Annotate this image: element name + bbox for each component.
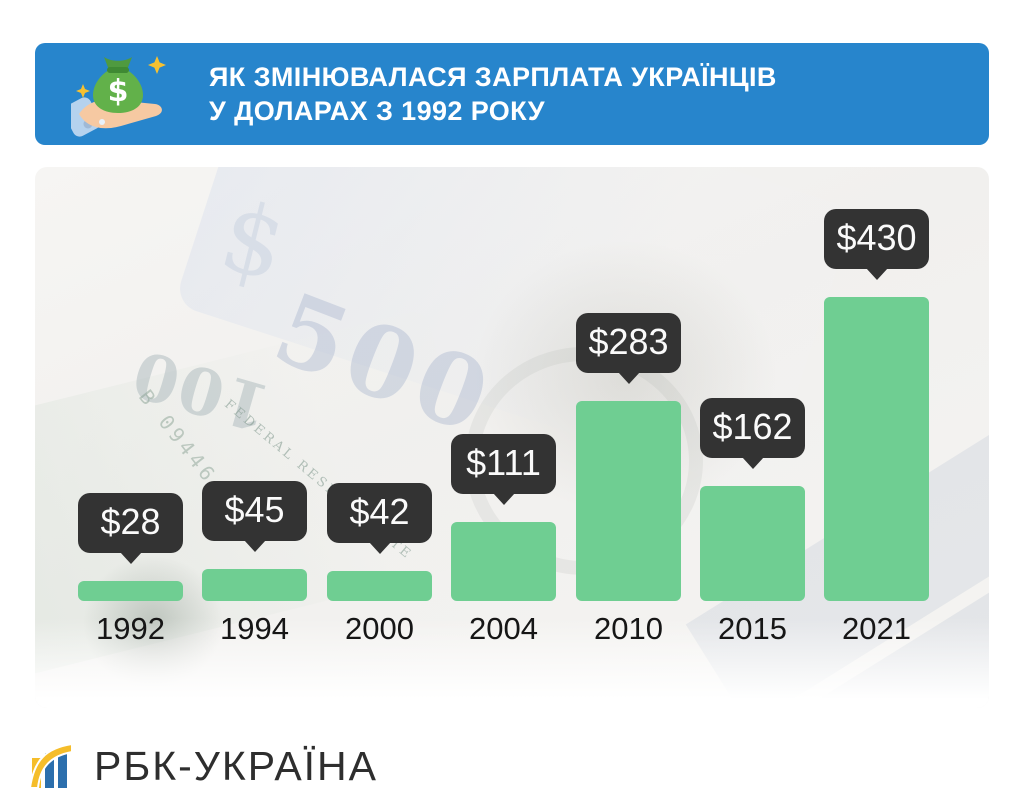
page-title-line1: ЯК ЗМІНЮВАЛАСЯ ЗАРПЛАТА УКРАЇНЦІВ — [209, 62, 777, 92]
year-label-2000: 2000 — [345, 611, 414, 646]
page-title-line2: У ДОЛАРАХ З 1992 РОКУ — [209, 96, 545, 126]
rbc-ukraine-logo-icon — [30, 744, 72, 788]
year-label-2015: 2015 — [718, 611, 787, 646]
year-label-1992: 1992 — [96, 611, 165, 646]
value-bubble-1994: $45 — [202, 481, 307, 541]
value-bubble-2010: $283 — [576, 313, 681, 373]
bar-1994 — [202, 569, 307, 601]
bar-2010 — [576, 401, 681, 601]
value-bubble-2021: $430 — [824, 209, 929, 269]
value-bubble-1992: $28 — [78, 493, 183, 553]
value-bubble-2004: $111 — [451, 434, 556, 494]
bar-chart: $28 1992 $45 1994 $42 2000 $111 2004 $283 2010 $16… — [35, 167, 989, 708]
footer-brand-bar: РБК-УКРАЇНА — [30, 740, 378, 792]
value-bubble-2000: $42 — [327, 483, 432, 543]
brand-name: РБК-УКРАЇНА — [94, 742, 379, 789]
bar-2015 — [700, 486, 805, 601]
bar-1992 — [78, 581, 183, 601]
chart-panel: $ 500 100 FEDERAL RESERVE NOTE B 0944648… — [35, 167, 989, 708]
header-banner: $ ЯК ЗМІНЮВАЛАСЯ ЗАРПЛАТА УКРАЇНЦІВ У ДО… — [35, 43, 989, 145]
year-label-1994: 1994 — [220, 611, 289, 646]
svg-text:$: $ — [108, 74, 129, 109]
money-bag-in-hand-icon: $ — [71, 56, 166, 137]
year-label-2004: 2004 — [469, 611, 538, 646]
page-title: ЯК ЗМІНЮВАЛАСЯ ЗАРПЛАТА УКРАЇНЦІВ У ДОЛА… — [209, 60, 777, 128]
bar-2021 — [824, 297, 929, 601]
bar-2000 — [327, 571, 432, 601]
value-bubble-2015: $162 — [700, 398, 805, 458]
bar-2004 — [451, 522, 556, 601]
year-label-2010: 2010 — [594, 611, 663, 646]
year-label-2021: 2021 — [842, 611, 911, 646]
